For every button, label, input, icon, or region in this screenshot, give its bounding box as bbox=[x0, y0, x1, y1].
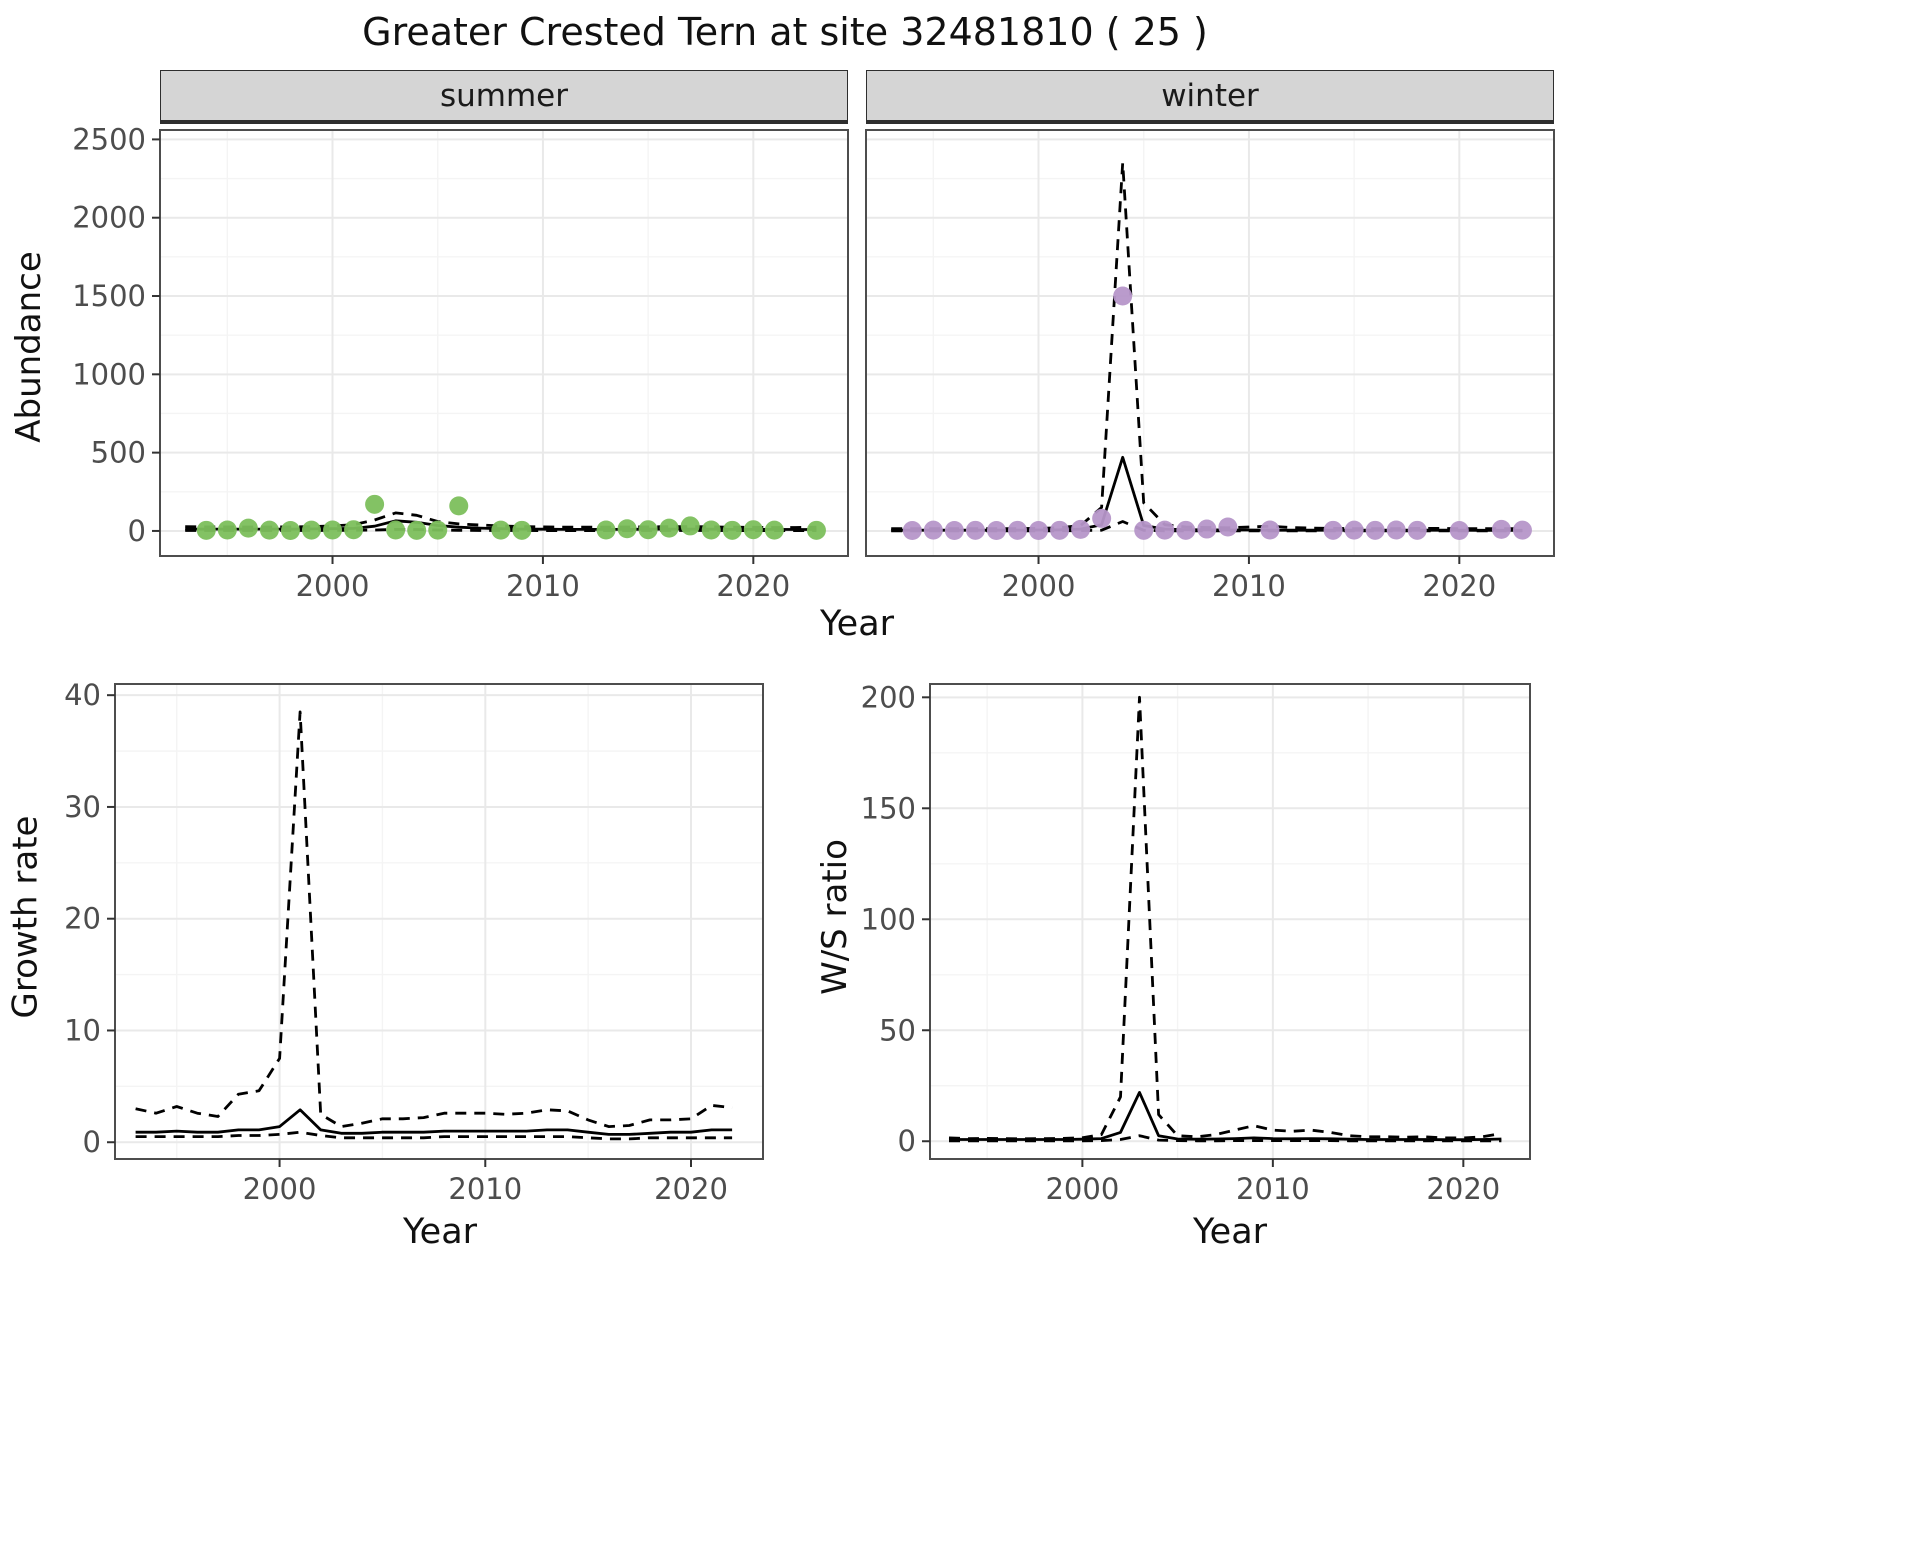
svg-text:2020: 2020 bbox=[1422, 569, 1496, 602]
facet-strip-summer: summer bbox=[160, 70, 848, 124]
page-title: Greater Crested Tern at site 32481810 ( … bbox=[362, 10, 1208, 54]
svg-text:2010: 2010 bbox=[506, 569, 580, 602]
chart-ws-ratio: 2000 2010 2020 0 50 100 150 200 bbox=[835, 672, 1542, 1207]
svg-text:0: 0 bbox=[128, 514, 146, 548]
svg-text:2020: 2020 bbox=[1426, 1172, 1500, 1206]
svg-text:2500: 2500 bbox=[72, 124, 146, 156]
svg-text:200: 200 bbox=[861, 680, 916, 714]
svg-text:2010: 2010 bbox=[448, 1172, 522, 1206]
svg-text:0: 0 bbox=[898, 1124, 916, 1158]
svg-text:40: 40 bbox=[64, 678, 101, 712]
svg-text:2020: 2020 bbox=[716, 569, 790, 602]
facet-strip-winter: winter bbox=[866, 70, 1554, 124]
svg-text:20: 20 bbox=[64, 902, 101, 936]
svg-text:2000: 2000 bbox=[72, 201, 146, 235]
svg-text:100: 100 bbox=[861, 902, 916, 936]
svg-text:50: 50 bbox=[879, 1013, 916, 1047]
svg-text:2010: 2010 bbox=[1212, 569, 1286, 602]
svg-text:500: 500 bbox=[91, 436, 146, 470]
svg-text:2000: 2000 bbox=[243, 1172, 317, 1206]
chart-abundance-winter: 2000 2010 2020 bbox=[850, 124, 1556, 603]
svg-text:2000: 2000 bbox=[296, 569, 370, 602]
svg-text:2000: 2000 bbox=[1002, 569, 1076, 602]
svg-text:2020: 2020 bbox=[654, 1172, 728, 1206]
svg-text:2010: 2010 bbox=[1236, 1172, 1310, 1206]
x-axis-label-top: Year bbox=[819, 604, 895, 644]
svg-text:30: 30 bbox=[64, 790, 101, 824]
svg-text:150: 150 bbox=[861, 791, 916, 825]
svg-text:10: 10 bbox=[64, 1013, 101, 1047]
svg-text:2000: 2000 bbox=[1045, 1172, 1119, 1206]
x-axis-label-growth: Year bbox=[402, 1212, 478, 1252]
svg-text:1000: 1000 bbox=[72, 357, 146, 391]
chart-abundance-summer: 2000 2010 2020 0 500 1000 1500 2000 2500 bbox=[65, 122, 850, 603]
svg-text:0: 0 bbox=[83, 1125, 101, 1159]
x-axis-label-ws: Year bbox=[1192, 1212, 1268, 1252]
chart-growth-rate: 2000 2010 2020 0 10 20 30 40 bbox=[20, 672, 775, 1207]
y-axis-label-abundance: Abundance bbox=[9, 250, 50, 443]
svg-text:1500: 1500 bbox=[72, 279, 146, 313]
